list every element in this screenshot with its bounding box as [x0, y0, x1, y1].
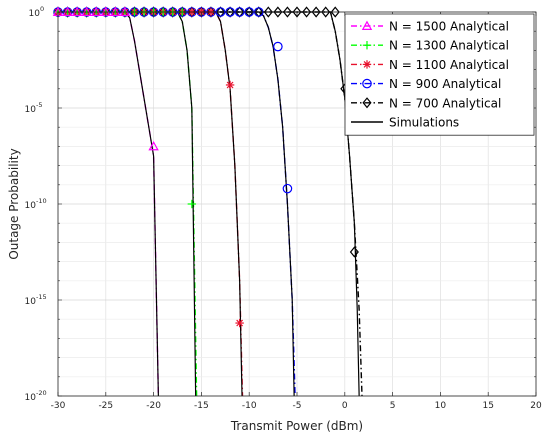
marker-diamond	[321, 6, 331, 18]
x-tick-label: -20	[146, 401, 161, 411]
marker-asterisk	[235, 318, 244, 328]
marker-triangle	[62, 6, 73, 16]
marker-triangle	[148, 140, 159, 151]
marker-diamond	[282, 6, 292, 18]
legend-entry-label: N = 900 Analytical	[389, 77, 501, 91]
x-tick-label: -5	[293, 401, 302, 411]
y-tick-label-base: 10	[29, 9, 41, 19]
legend-marker-asterisk	[362, 60, 372, 69]
marker-circle	[282, 183, 293, 194]
marker-asterisk	[225, 80, 235, 90]
legend: N = 1500 Analytical N = 1300 Analytical N …	[344, 13, 535, 136]
marker-diamond	[263, 6, 273, 18]
marker-diamond	[292, 6, 302, 18]
x-tick-label: -10	[242, 401, 257, 411]
marker-diamond	[330, 6, 340, 18]
y-tick-label-base: 10	[25, 297, 37, 307]
marker-diamond	[273, 6, 283, 18]
legend-entry-label: N = 1100 Analytical	[389, 58, 509, 72]
x-tick-label: 15	[482, 401, 493, 411]
legend-entry-label: N = 1500 Analytical	[389, 20, 509, 34]
legend-entry-label: N = 1300 Analytical	[389, 39, 509, 53]
x-tick-label: 5	[390, 401, 396, 411]
marker-diamond	[311, 6, 321, 18]
legend-marker-plus	[362, 41, 372, 50]
marker-circle	[273, 41, 283, 52]
y-tick-label-base: 10	[25, 105, 37, 115]
x-tick-label: 20	[530, 401, 542, 411]
y-tick-label-base: 10	[25, 393, 37, 403]
marker-triangle	[81, 6, 92, 16]
x-tick-label: 10	[435, 401, 447, 411]
marker-asterisk-stroke	[226, 81, 234, 89]
marker-triangle	[91, 6, 102, 16]
legend-marker-circle	[362, 78, 372, 89]
y-tick-label-exponent: -10	[36, 197, 47, 205]
y-tick-label-base: 10	[25, 201, 37, 211]
y-tick-label-exponent: -15	[36, 293, 47, 301]
legend-box	[344, 13, 535, 136]
x-tick-label: -25	[98, 401, 113, 411]
marker-diamond	[302, 6, 312, 18]
y-tick-label-exponent: -5	[36, 101, 42, 109]
marker-asterisk-stroke	[236, 319, 244, 327]
x-tick-label: -30	[51, 401, 66, 411]
y-tick-label-exponent: 0	[40, 5, 44, 13]
y-tick-label-exponent: -20	[36, 389, 47, 397]
legend-entry-label: Simulations	[389, 116, 459, 130]
x-axis-label: Transmit Power (dBm)	[230, 419, 363, 433]
legend-marker-triangle	[361, 20, 373, 30]
y-axis-label: Outage Probability	[7, 148, 21, 259]
marker-plus	[187, 199, 197, 209]
x-tick-label: 0	[342, 401, 348, 411]
marker-triangle	[71, 6, 83, 16]
x-tick-label: -15	[194, 401, 209, 411]
legend-entry-label: N = 700 Analytical	[389, 96, 501, 110]
legend-marker-asterisk-stroke	[363, 61, 371, 68]
marker-diamond	[349, 246, 359, 258]
legend-marker-diamond	[362, 97, 372, 109]
marker-triangle	[110, 6, 121, 16]
marker-triangle	[119, 6, 131, 16]
